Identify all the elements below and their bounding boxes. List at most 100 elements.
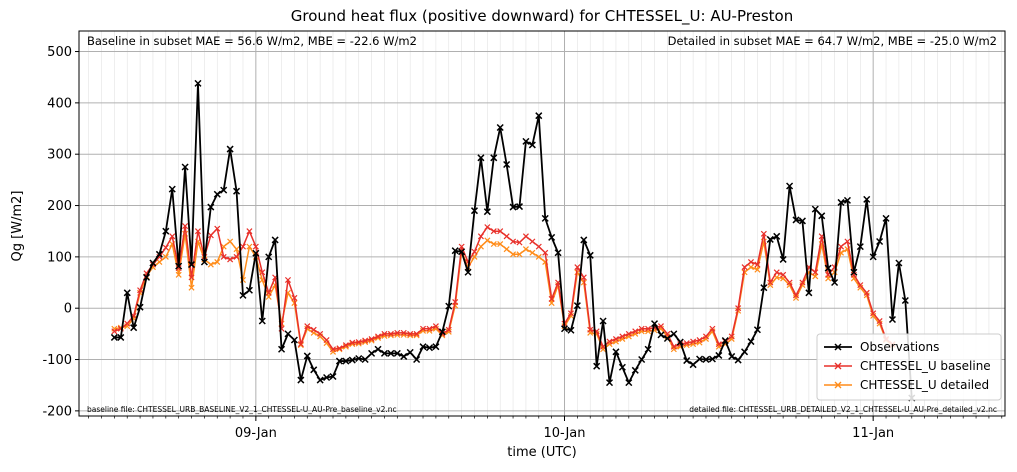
data-point (670, 343, 677, 350)
data-point (162, 253, 169, 260)
data-point (541, 214, 549, 222)
data-point (837, 198, 845, 206)
data-point (233, 253, 240, 260)
data-point (470, 207, 479, 215)
legend-entry-baseline: CHTESSEL_U baseline (824, 359, 991, 373)
data-point (387, 330, 394, 337)
data-point (663, 334, 671, 343)
legend-entry-observations: Observations (824, 340, 939, 354)
data-point (233, 187, 241, 195)
data-point (600, 346, 607, 353)
annotation-detailed-file: detailed file: CHTESSEL_URB_DETAILED_V2_… (689, 405, 997, 414)
data-point (843, 196, 851, 204)
data-point (728, 333, 735, 340)
data-point (689, 361, 697, 369)
data-point (188, 274, 195, 281)
data-point (490, 241, 497, 248)
data-point (400, 329, 407, 336)
data-point (574, 264, 581, 271)
data-point (529, 238, 536, 245)
data-point (374, 345, 382, 353)
data-point (631, 366, 639, 374)
data-point (381, 330, 388, 337)
data-point (548, 233, 556, 241)
data-point (335, 357, 343, 365)
data-point (284, 330, 292, 338)
data-point (805, 289, 813, 297)
data-point (657, 331, 665, 339)
data-point (246, 228, 253, 235)
data-point (850, 268, 858, 276)
data-point (715, 341, 722, 348)
data-point (477, 154, 485, 162)
data-point (362, 337, 369, 344)
data-point (567, 312, 574, 319)
data-point (220, 186, 228, 194)
data-point (644, 345, 652, 353)
data-point (522, 137, 530, 145)
data-point (387, 349, 395, 357)
data-point (516, 239, 523, 246)
data-point (831, 278, 839, 287)
data-point (368, 335, 375, 343)
data-point (239, 291, 247, 299)
data-point (895, 259, 903, 267)
data-point (664, 330, 671, 337)
data-point (207, 203, 215, 211)
data-point (156, 258, 163, 266)
data-point (625, 379, 633, 387)
data-point (278, 345, 286, 353)
data-point (136, 303, 144, 311)
legend-entry-detailed: CHTESSEL_U detailed (824, 378, 989, 392)
data-point (380, 349, 388, 357)
data-point (535, 253, 542, 260)
data-point (458, 248, 466, 256)
data-point (426, 325, 433, 332)
data-point (342, 357, 350, 365)
data-point (246, 243, 253, 250)
data-point (413, 330, 420, 337)
data-point (837, 243, 845, 250)
x-tick-label: 10-Jan (544, 426, 586, 441)
data-point (329, 348, 337, 355)
data-point (484, 237, 491, 244)
data-point (567, 310, 574, 317)
data-point (336, 345, 343, 352)
data-point (734, 356, 742, 364)
data-point (400, 352, 408, 360)
data-point (760, 230, 767, 237)
data-point (284, 276, 292, 283)
legend-label-detailed: CHTESSEL_U detailed (860, 378, 989, 392)
data-point (451, 247, 459, 255)
data-point (599, 317, 607, 325)
data-point (304, 323, 311, 330)
data-point (458, 243, 465, 250)
data-point (349, 339, 356, 346)
data-point (747, 258, 755, 266)
data-point (741, 348, 749, 356)
data-point (124, 320, 131, 327)
data-point (503, 233, 510, 240)
data-point (297, 341, 304, 348)
data-point (618, 363, 626, 371)
data-point (619, 333, 626, 340)
data-point (657, 323, 664, 330)
data-point (200, 258, 208, 266)
data-point (786, 279, 793, 286)
data-point (773, 232, 781, 240)
data-point (471, 248, 478, 255)
data-point (137, 287, 144, 294)
y-tick-label: 300 (47, 148, 72, 163)
data-point (773, 269, 780, 276)
data-point (767, 279, 774, 286)
data-point (702, 355, 710, 364)
data-point (606, 338, 613, 345)
data-point (747, 264, 755, 271)
data-point (811, 205, 819, 213)
data-point (111, 328, 118, 335)
data-point (696, 355, 704, 363)
data-point (484, 224, 491, 231)
data-point (612, 335, 619, 343)
data-point (265, 253, 273, 261)
